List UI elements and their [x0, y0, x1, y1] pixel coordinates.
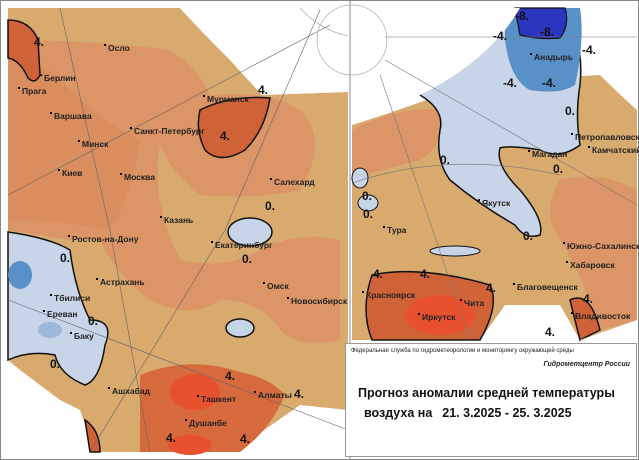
city-label: Омск: [263, 282, 289, 291]
contour-label: 4.: [220, 129, 231, 143]
contour-label: 0.: [88, 314, 99, 328]
region-cool-spot: [429, 245, 481, 257]
city-label: Чита: [460, 299, 484, 308]
contour-label: -4.: [582, 43, 597, 57]
no-data-area: [580, 320, 637, 340]
city-label: Новосибирск: [287, 297, 347, 306]
graticule: [109, 229, 151, 453]
region-hot-core-2: [168, 435, 212, 455]
contour-label: 4.: [294, 387, 305, 401]
center-name: Гидрометцентр России: [543, 361, 631, 368]
city-label: Тура: [383, 226, 406, 235]
contour-label: 0.: [363, 207, 374, 221]
city-label: Санкт-Петербург: [130, 127, 205, 136]
no-data-area: [600, 8, 637, 60]
graticule: [379, 74, 471, 341]
city-label: Берлин: [40, 74, 76, 83]
contour-label: 4.: [258, 83, 269, 97]
agency-name: Федеральная служба по гидрометеорологии …: [351, 348, 574, 354]
city-label: Хабаровск: [566, 261, 615, 270]
city-label: Астрахань: [96, 278, 145, 287]
city-label: Екатеринбург: [211, 241, 273, 250]
region-cool-core: [8, 261, 32, 289]
region-hot-core: [170, 374, 220, 410]
contour-label: 0.: [265, 199, 276, 213]
city-label: Ашхабад: [108, 387, 150, 396]
contour-label: 0.: [242, 252, 253, 266]
city-label: Киев: [58, 169, 82, 178]
city-label: Минск: [78, 140, 108, 149]
title-prefix: воздуха на: [364, 406, 433, 420]
city-label: Салехард: [270, 178, 315, 187]
graticule: [351, 163, 561, 184]
contour-label: 4.: [486, 281, 497, 295]
graticule: [384, 59, 638, 206]
city-label: Камчатский: [588, 146, 639, 155]
city-label: Казань: [160, 216, 193, 225]
contour-label: 4.: [225, 369, 236, 383]
contour-label: 0.: [523, 229, 534, 243]
graticule: [299, 7, 349, 37]
map-title-line1: Прогноз аномалии средней температуры: [358, 386, 615, 400]
contour-label: 4.: [583, 292, 594, 306]
city-label: Ташкент: [197, 395, 236, 404]
graticule: [89, 229, 226, 453]
map-title-line2: воздуха на 21. 3.2025 - 25. 3.2025: [364, 406, 572, 420]
contour-label: 0.: [553, 162, 564, 176]
city-label: Мурманск: [203, 95, 249, 104]
no-data-area: [180, 8, 348, 95]
city-label: Тбилиси: [50, 294, 90, 303]
contour-label: 0.: [362, 189, 373, 203]
contour-label: 0.: [440, 153, 451, 167]
contour-label: 4.: [166, 431, 177, 445]
city-label: Душанбе: [185, 419, 227, 428]
contour-label: -4.: [493, 29, 508, 43]
city-label: Москва: [120, 173, 155, 182]
contour-label: 4.: [240, 432, 251, 446]
contour-label: 4.: [34, 35, 45, 49]
graticule: [224, 9, 321, 231]
city-label: Баку: [70, 332, 94, 341]
contour-label: 0.: [60, 251, 71, 265]
city-label: Магадан: [528, 150, 567, 159]
region-cool-spot: [351, 167, 369, 189]
contour-label: 0.: [50, 357, 61, 371]
contour-label: -4.: [503, 76, 518, 90]
city-label: Прага: [18, 87, 46, 96]
region-cool-kazakh: [225, 318, 255, 338]
city-label: Варшава: [50, 112, 92, 121]
contour-label: -4.: [542, 76, 557, 90]
contour-label: -8.: [515, 9, 530, 23]
region-cool-mid: [38, 322, 62, 338]
region-warm-east-2: [550, 176, 637, 330]
legend-box: Федеральная служба по гидрометеорологии …: [345, 343, 637, 457]
city-label: Красноярск: [362, 291, 415, 300]
region-hot-tajik: [83, 418, 101, 453]
contour-label: 4.: [545, 325, 556, 339]
contour-label: -8.: [540, 25, 555, 39]
region-cool-spot: [357, 194, 379, 212]
city-label: Петропавловск: [571, 133, 639, 142]
contour-label: 4.: [420, 267, 431, 281]
city-label: Якутск: [478, 199, 510, 208]
region-warm-2: [8, 59, 140, 230]
city-label: Осло: [104, 44, 130, 53]
graticule: [7, 299, 349, 431]
region-hot-west: [7, 19, 41, 82]
city-label: Ростов-на-Дону: [68, 235, 138, 244]
city-label: Иркутск: [418, 313, 455, 322]
contour-label: 0.: [565, 104, 576, 118]
forecast-period: 21. 3.2025 - 25. 3.2025: [442, 406, 572, 420]
city-label: Алматы: [254, 391, 292, 400]
contour-label: 4.: [373, 267, 384, 281]
region-warm-east: [352, 109, 443, 180]
graticule: [316, 4, 388, 76]
city-label: Благовещенск: [513, 283, 578, 292]
city-label: Владивосток: [571, 312, 630, 321]
city-label: Южно-Сахалинск: [563, 242, 639, 251]
graticule: [7, 24, 331, 196]
city-label: Анадырь: [530, 53, 573, 62]
city-label: Ереван: [43, 310, 78, 319]
